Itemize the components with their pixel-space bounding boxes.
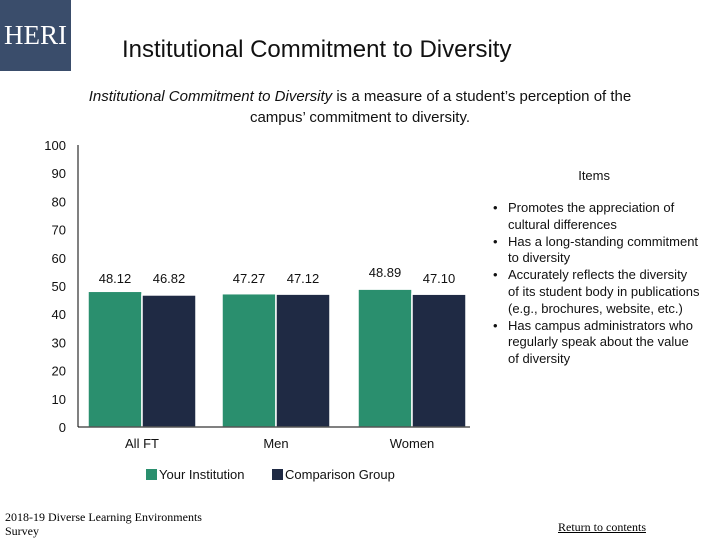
x-tick-label: All FT: [125, 436, 159, 451]
data-label: 48.12: [99, 271, 132, 286]
y-tick-label: 100: [44, 138, 66, 153]
y-tick-label: 60: [52, 251, 66, 266]
bar: [275, 293, 331, 428]
data-label: 47.10: [423, 271, 456, 286]
x-axis: All FT Men Women: [78, 426, 470, 451]
data-label: 47.27: [233, 271, 266, 286]
items-heading: Items: [578, 168, 610, 183]
legend: Your Institution Comparison Group: [146, 467, 395, 482]
page-title: Institutional Commitment to Diversity: [122, 36, 512, 63]
data-label: 46.82: [153, 271, 186, 286]
items-list-item: Accurately reflects the diversity of its…: [490, 267, 700, 317]
y-tick-label: 40: [52, 307, 66, 322]
bar: [411, 293, 467, 428]
survey-source: 2018-19 Diverse Learning Environments Su…: [5, 510, 202, 538]
items-list-item: Has campus administrators who regularly …: [490, 318, 700, 368]
subtitle-italic: Institutional Commitment to Diversity: [88, 88, 333, 105]
y-tick-label: 0: [59, 420, 66, 435]
items-list-item: Promotes the appreciation of cultural di…: [490, 200, 700, 234]
bar: [87, 290, 143, 428]
bar: [357, 288, 413, 428]
bar: [221, 292, 277, 428]
data-label: 48.89: [369, 265, 402, 280]
bars: 48.12 46.82 47.27 47.12 48.89 47.10: [87, 265, 467, 428]
chart-subtitle: Institutional Commitment to Diversity is…: [60, 86, 660, 128]
y-tick-label: 50: [52, 279, 66, 294]
y-tick-label: 80: [52, 194, 66, 209]
legend-swatch: [146, 469, 157, 480]
y-tick-label: 10: [52, 392, 66, 407]
y-axis: 0 10 20 30 40 50 60 70 80 90 100 Items: [44, 138, 610, 435]
return-to-contents-link[interactable]: Return to contents: [558, 520, 646, 534]
data-label: 47.12: [287, 271, 320, 286]
subtitle-rest: is a measure of a student’s perception o…: [249, 88, 632, 126]
items-panel: Promotes the appreciation of cultural di…: [490, 200, 700, 368]
legend-swatch: [272, 469, 283, 480]
heri-logo: HERI: [0, 0, 71, 71]
y-tick-label: 20: [52, 364, 66, 379]
x-tick-label: Women: [390, 436, 435, 451]
y-tick-label: 90: [52, 166, 66, 181]
legend-label: Comparison Group: [285, 467, 395, 482]
bar: [141, 294, 197, 428]
items-list-item: Has a long-standing commitment to divers…: [490, 234, 700, 268]
y-tick-label: 30: [52, 335, 66, 350]
x-tick-label: Men: [263, 436, 288, 451]
y-tick-label: 70: [52, 223, 66, 238]
legend-label: Your Institution: [159, 467, 245, 482]
